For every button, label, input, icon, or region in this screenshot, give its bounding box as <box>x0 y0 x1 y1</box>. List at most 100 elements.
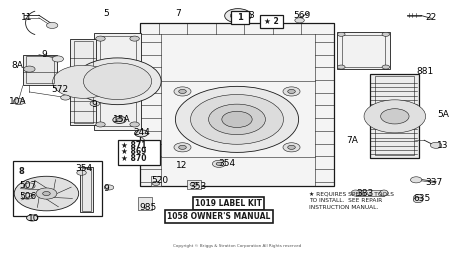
Circle shape <box>152 181 160 185</box>
Bar <box>82 168 91 211</box>
Circle shape <box>113 116 126 123</box>
Bar <box>13 161 102 216</box>
Circle shape <box>283 143 300 152</box>
Text: 635: 635 <box>413 194 430 203</box>
Text: 11: 11 <box>21 13 33 22</box>
Circle shape <box>83 63 152 100</box>
Text: 520: 520 <box>152 176 169 185</box>
Circle shape <box>337 65 345 69</box>
Text: 9: 9 <box>103 184 109 193</box>
Text: 22: 22 <box>426 13 437 22</box>
Circle shape <box>225 9 251 23</box>
Text: ★ REQUIRES SPECIAL TOOLS
TO INSTALL.  SEE REPAIR
INSTRUCTION MANUAL.: ★ REQUIRES SPECIAL TOOLS TO INSTALL. SEE… <box>309 192 394 210</box>
Circle shape <box>61 95 70 100</box>
Text: 9: 9 <box>91 100 97 109</box>
Circle shape <box>413 198 423 203</box>
Circle shape <box>13 99 25 105</box>
Bar <box>140 23 334 186</box>
Text: 383: 383 <box>356 188 374 198</box>
Ellipse shape <box>413 194 423 202</box>
Ellipse shape <box>351 190 360 196</box>
Text: 337: 337 <box>426 178 443 187</box>
Text: ★ 2: ★ 2 <box>264 17 279 26</box>
Circle shape <box>24 66 35 72</box>
Circle shape <box>24 183 35 189</box>
Circle shape <box>430 142 442 148</box>
Text: 8: 8 <box>18 167 24 176</box>
Text: 881: 881 <box>416 67 433 76</box>
Text: 572: 572 <box>51 85 68 94</box>
Bar <box>370 74 419 158</box>
Text: 353: 353 <box>190 182 207 191</box>
Text: 15A: 15A <box>113 115 130 124</box>
Circle shape <box>104 185 114 190</box>
Text: Copyright © Briggs & Stratton Corporation All Rights reserved: Copyright © Briggs & Stratton Corporatio… <box>173 244 301 248</box>
Text: 569: 569 <box>293 11 310 20</box>
Text: 10A: 10A <box>9 97 26 106</box>
Circle shape <box>77 170 86 175</box>
Text: 506: 506 <box>19 192 36 201</box>
Text: 5: 5 <box>103 9 109 19</box>
Text: 10: 10 <box>27 214 39 224</box>
Circle shape <box>14 176 79 211</box>
Bar <box>260 15 283 28</box>
Bar <box>337 32 390 69</box>
Text: 7A: 7A <box>346 136 358 145</box>
Circle shape <box>222 111 252 128</box>
Circle shape <box>410 177 422 183</box>
Text: 507: 507 <box>19 181 36 190</box>
Text: 985: 985 <box>140 202 157 212</box>
Circle shape <box>43 192 50 196</box>
Text: 7: 7 <box>175 9 181 19</box>
Text: 354: 354 <box>75 164 92 173</box>
Bar <box>231 11 249 24</box>
Ellipse shape <box>380 190 388 196</box>
Circle shape <box>130 122 139 127</box>
Circle shape <box>52 56 64 62</box>
Text: ★ 870: ★ 870 <box>121 154 147 163</box>
Circle shape <box>130 36 139 41</box>
Text: 9: 9 <box>42 50 47 59</box>
Circle shape <box>27 215 38 221</box>
Text: ★ 869: ★ 869 <box>121 147 147 156</box>
Bar <box>151 176 161 186</box>
Circle shape <box>96 36 105 41</box>
Circle shape <box>175 86 299 152</box>
Circle shape <box>288 89 295 93</box>
Bar <box>23 55 57 85</box>
Bar <box>80 167 93 212</box>
Bar <box>187 180 201 189</box>
Circle shape <box>209 104 265 135</box>
Circle shape <box>96 122 105 127</box>
Circle shape <box>179 145 186 149</box>
Circle shape <box>174 143 191 152</box>
Text: 13: 13 <box>437 141 448 150</box>
Text: 354: 354 <box>218 159 235 168</box>
Circle shape <box>53 65 114 98</box>
Bar <box>94 33 141 130</box>
Bar <box>118 140 160 165</box>
Bar <box>342 35 385 67</box>
Circle shape <box>90 101 100 106</box>
Text: 1058 OWNER'S MANUAL: 1058 OWNER'S MANUAL <box>167 212 271 221</box>
Bar <box>100 36 136 126</box>
Circle shape <box>295 18 304 23</box>
Text: 5A: 5A <box>437 110 449 119</box>
Bar <box>375 76 414 155</box>
Circle shape <box>36 188 57 199</box>
Circle shape <box>337 32 345 36</box>
Circle shape <box>230 12 246 20</box>
Circle shape <box>212 160 226 167</box>
Circle shape <box>179 89 186 93</box>
Circle shape <box>135 130 148 137</box>
Circle shape <box>74 58 161 105</box>
Text: 1: 1 <box>237 13 243 22</box>
Text: 244: 244 <box>134 128 151 137</box>
Bar <box>356 190 384 196</box>
Bar <box>138 197 152 210</box>
Circle shape <box>382 32 390 36</box>
Text: 8A: 8A <box>12 61 24 70</box>
Bar <box>26 56 54 83</box>
Circle shape <box>288 145 295 149</box>
Circle shape <box>22 193 33 199</box>
